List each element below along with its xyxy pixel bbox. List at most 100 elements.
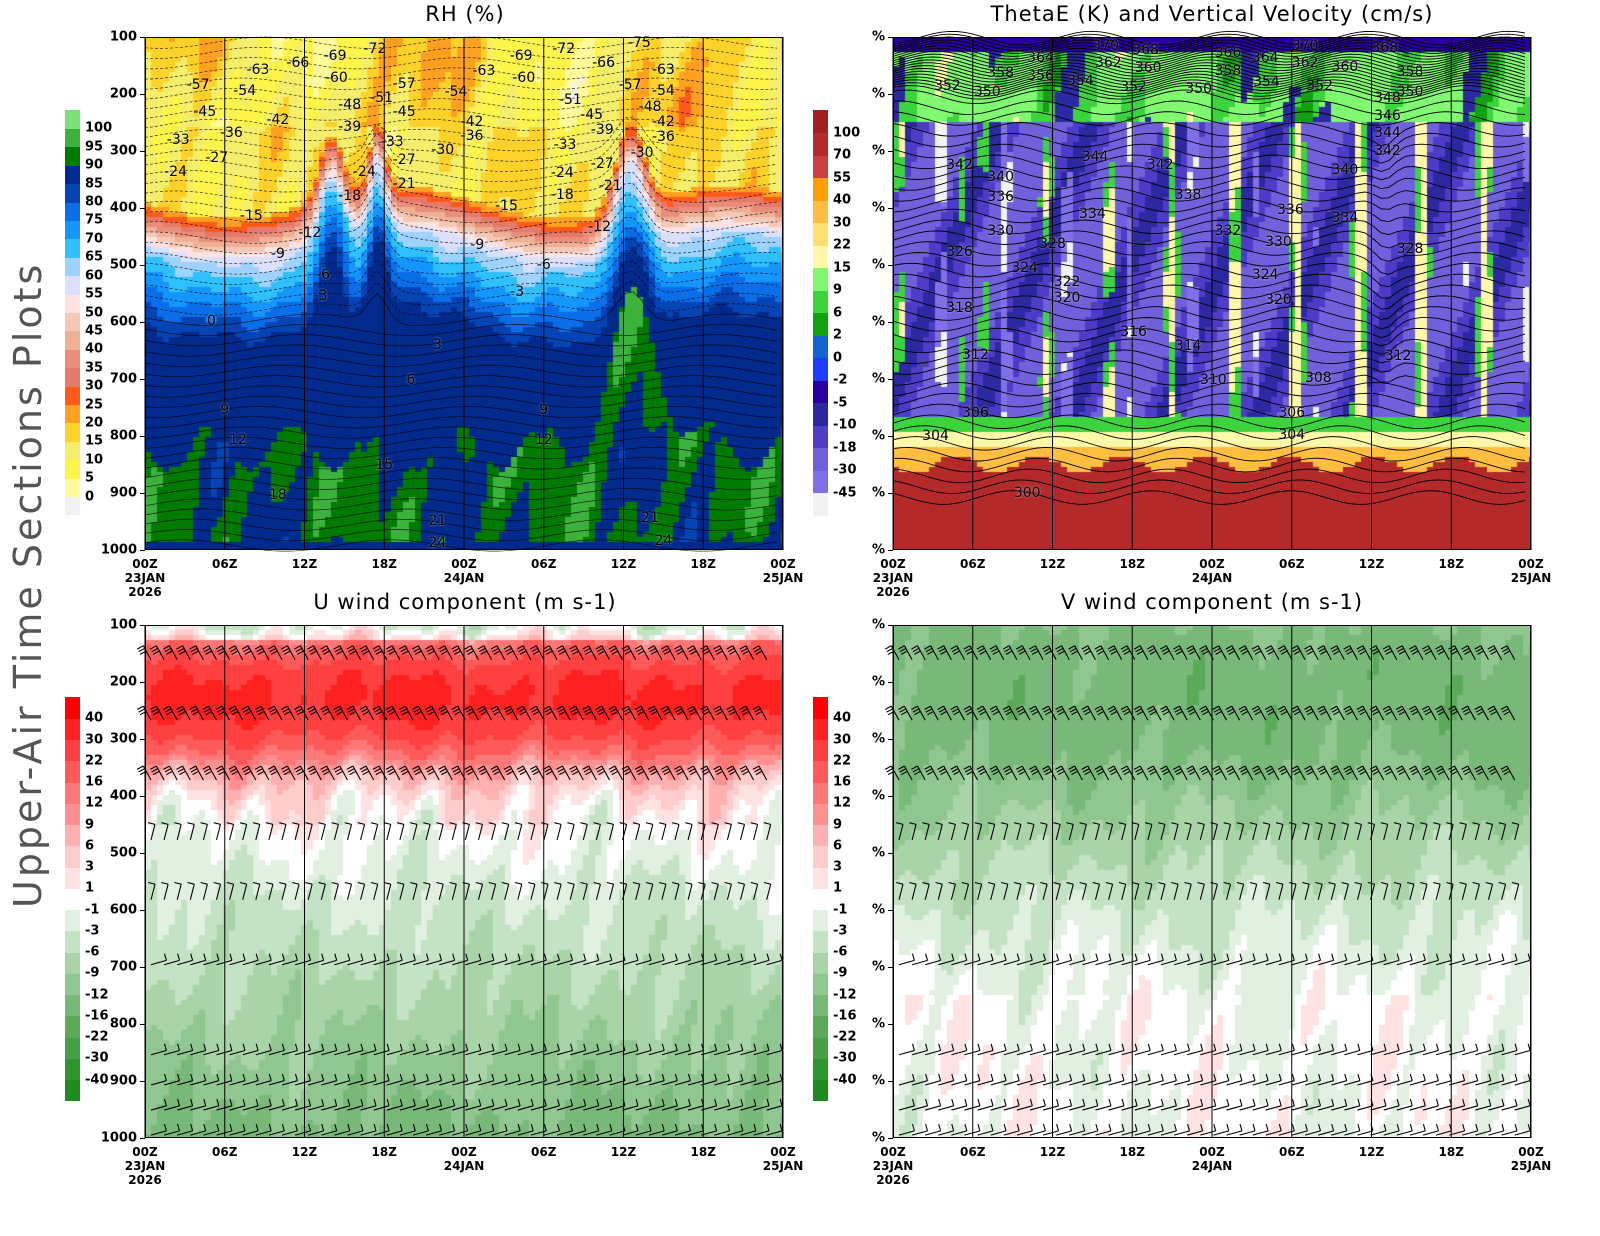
thetae-contour	[892, 39, 1526, 54]
wind-barb	[930, 705, 939, 721]
wind-barb-flag	[1186, 705, 1193, 710]
colorbar-label: -22	[85, 1029, 109, 1045]
wind-barb-flag	[1318, 1123, 1322, 1132]
wind-barb	[635, 824, 641, 841]
wind-barb	[753, 1130, 770, 1136]
wind-barb-flag	[1249, 881, 1257, 885]
wind-barb	[719, 765, 728, 781]
wind-barb	[1139, 645, 1149, 661]
wind-barb	[444, 645, 453, 661]
wind-barb-flag	[1110, 650, 1118, 655]
wind-barb-flag	[543, 1098, 547, 1106]
wind-barb-flag	[177, 647, 185, 653]
wind-barb	[1029, 1130, 1046, 1136]
wind-barb-flag	[703, 710, 710, 716]
wind-barb-flag	[215, 705, 223, 710]
wind-barb-flag	[1200, 953, 1204, 961]
wind-barb-flag	[1267, 770, 1275, 776]
wind-barb-flag	[556, 765, 563, 770]
y-tick-mark	[140, 379, 145, 380]
wind-barb-flag	[1241, 770, 1249, 776]
thetae-contour	[892, 67, 1526, 83]
wind-barb-flag	[439, 1098, 443, 1106]
wind-barb	[1068, 884, 1074, 900]
x-tick-label: 06Z	[531, 557, 557, 571]
thetae-contour	[892, 56, 1526, 72]
wind-barb-flag	[1053, 881, 1061, 885]
wind-barb-flag	[1056, 1043, 1060, 1051]
colorbar-swatch	[65, 697, 80, 719]
wind-barb-flag	[398, 645, 406, 650]
wind-barb-flag	[896, 822, 904, 825]
wind-barb-flag	[1488, 647, 1496, 653]
wind-barb-flag	[297, 710, 304, 716]
wind-barb	[601, 765, 610, 781]
contour-label: 354	[1253, 74, 1280, 91]
wind-barb	[522, 765, 532, 781]
temperature-contour	[144, 192, 778, 234]
wind-barb-flag	[1372, 650, 1380, 655]
wind-barb-flag	[1331, 768, 1339, 773]
wind-barb-flag	[164, 647, 172, 653]
y-tick-label: %	[871, 257, 885, 273]
wind-barb	[719, 705, 728, 721]
wind-barb-flag	[976, 705, 984, 710]
wind-barb-flag	[439, 768, 447, 773]
wind-barb-flag	[1291, 1098, 1295, 1106]
wind-barb	[333, 884, 339, 900]
wind-barb	[509, 645, 519, 661]
wind-barb-flag	[714, 1043, 718, 1051]
wind-barb-flag	[529, 705, 537, 710]
wind-barb-flag	[1291, 1073, 1295, 1081]
wind-barb	[1042, 1049, 1059, 1056]
wind-barb-flag	[203, 647, 211, 653]
contour-label: 310	[1199, 372, 1227, 389]
wind-barb-flag	[1109, 647, 1116, 653]
temperature-contour	[144, 467, 778, 480]
wind-barb	[1108, 1080, 1125, 1086]
wind-barb	[491, 959, 508, 966]
wind-barb	[215, 884, 222, 900]
wind-barb-flag	[1043, 647, 1051, 653]
wind-barb-flag	[1228, 710, 1236, 716]
wind-barb	[911, 1049, 928, 1056]
wind-barb-flag	[940, 650, 947, 655]
wind-barb	[1501, 1049, 1518, 1056]
wind-barb	[648, 1080, 665, 1086]
wind-barb	[504, 824, 510, 841]
wind-barb	[1362, 705, 1372, 721]
wind-barb-flag	[658, 822, 667, 825]
contour-label: 12	[229, 431, 247, 448]
wind-barb	[1370, 1130, 1387, 1136]
wind-barb-flag	[1105, 822, 1113, 825]
x-tick-label: 18Z	[690, 557, 716, 571]
wind-barb	[1244, 705, 1254, 721]
wind-barb-flag	[282, 647, 290, 653]
y-tick-mark	[888, 265, 893, 266]
wind-barb-flag	[1238, 765, 1246, 770]
wind-barb	[1375, 645, 1385, 661]
contour-label: 324	[1251, 267, 1279, 284]
wind-barb-flag	[436, 881, 444, 885]
wind-barb	[964, 1049, 981, 1056]
wind-barb-flag	[927, 770, 934, 776]
wind-barb-flag	[966, 650, 974, 655]
wind-barb-flag	[1372, 710, 1380, 716]
wind-barb	[1087, 765, 1096, 781]
wind-barb-flag	[179, 770, 186, 776]
wind-barb	[1226, 959, 1243, 966]
wind-barb-flag	[1420, 881, 1428, 885]
wind-barb	[255, 884, 261, 900]
wind-barb-flag	[493, 710, 501, 716]
wind-barb	[951, 959, 967, 966]
wind-barb	[1480, 765, 1489, 781]
wind-barb	[924, 824, 930, 841]
wind-barb-flag	[1318, 953, 1322, 961]
wind-barb	[1061, 765, 1070, 781]
contour-label: -45	[193, 104, 217, 121]
y-tick-label: %	[871, 371, 885, 387]
wind-barb	[1029, 1080, 1046, 1086]
wind-barb	[294, 1130, 311, 1136]
wind-barb-flag	[1264, 705, 1272, 710]
wind-barb-flag	[519, 770, 527, 776]
